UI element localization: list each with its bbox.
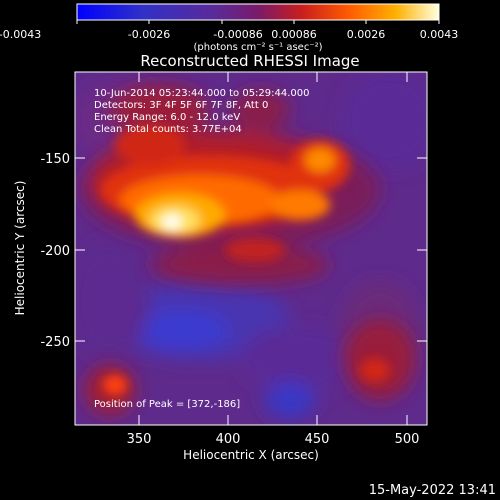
y-tick-label: -250	[40, 335, 70, 350]
y-axis-label: Heliocentric Y (arcsec)	[13, 181, 27, 316]
info-time-range: 10-Jun-2014 05:23:44.000 to 05:29:44.000	[94, 88, 310, 99]
colorbar-tick-label: -0.0026	[128, 28, 170, 41]
y-tick-label: -200	[40, 244, 70, 259]
x-tick-label: 350	[127, 432, 152, 447]
colorbar-tick-label: 0.0043	[420, 28, 459, 41]
solar-image	[75, 72, 427, 425]
peak-position-label: Position of Peak = [372,-186]	[94, 399, 240, 410]
colorbar-gradient	[76, 3, 440, 21]
colorbar: -0.0043 -0.0026 -0.00086 0.00086 0.0026 …	[0, 3, 459, 53]
colorbar-unit-label: (photons cm⁻² s⁻¹ asec⁻²)	[193, 42, 322, 53]
plot-title: Reconstructed RHESSI Image	[140, 52, 360, 70]
footer-timestamp: 15-May-2022 13:41	[369, 483, 496, 498]
colorbar-tick-label: 0.00086	[271, 28, 317, 41]
info-energy-range: Energy Range: 6.0 - 12.0 keV	[94, 112, 240, 123]
info-clean-counts: Clean Total counts: 3.77E+04	[94, 124, 242, 135]
y-tick-label: -150	[40, 152, 70, 167]
x-tick-label: 500	[395, 432, 420, 447]
info-detectors: Detectors: 3F 4F 5F 6F 7F 8F, Att 0	[94, 100, 268, 111]
x-axis-label: Heliocentric X (arcsec)	[183, 448, 319, 462]
colorbar-tick-label: 0.0026	[347, 28, 386, 41]
colorbar-tick-label: -0.0043	[0, 28, 41, 41]
x-tick-label: 400	[216, 432, 241, 447]
x-tick-label: 450	[305, 432, 330, 447]
colorbar-tick-label: -0.00086	[213, 28, 262, 41]
